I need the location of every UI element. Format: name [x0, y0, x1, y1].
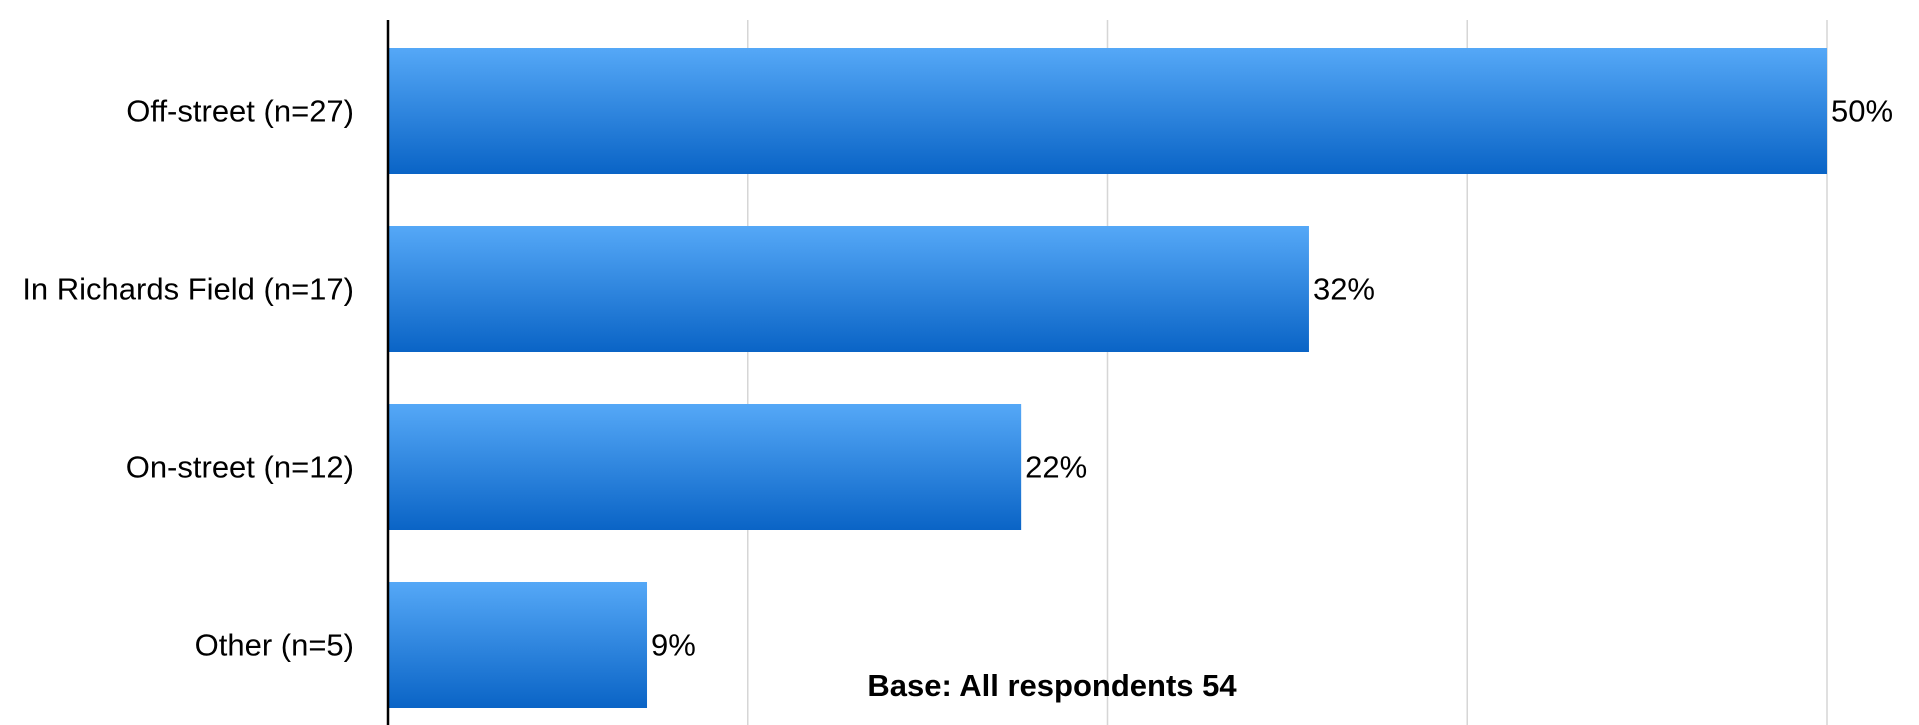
bar — [388, 48, 1827, 174]
category-label: On-street (n=12) — [126, 450, 354, 485]
category-label: Other (n=5) — [195, 628, 354, 663]
labels: Off-street (n=27) 50% In Richards Field (n… — [22, 94, 1893, 663]
bar — [388, 404, 1022, 530]
bar — [388, 582, 648, 708]
value-label: 50% — [1831, 94, 1893, 129]
category-label: Off-street (n=27) — [126, 94, 354, 129]
value-label: 22% — [1025, 450, 1087, 485]
bars — [388, 48, 1827, 708]
bar — [388, 226, 1309, 352]
value-label: 32% — [1313, 272, 1375, 307]
category-label: In Richards Field (n=17) — [22, 272, 354, 307]
value-label: 9% — [651, 628, 696, 663]
base-annotation: Base: All respondents 54 — [867, 668, 1237, 703]
